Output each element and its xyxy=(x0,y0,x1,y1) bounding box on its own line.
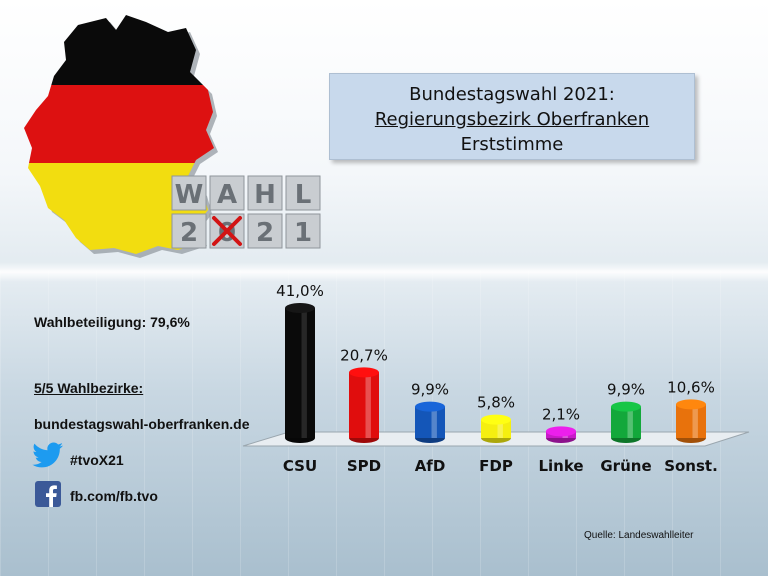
source-text: Quelle: Landeswahlleiter xyxy=(584,530,694,541)
logo-letter: L xyxy=(295,180,312,210)
twitter-icon[interactable] xyxy=(32,442,64,470)
districts-text: 5/5 Wahlbezirke: xyxy=(34,380,144,396)
facebook-icon[interactable] xyxy=(35,481,61,507)
title-line-1: Bundestagswahl 2021: xyxy=(409,84,615,105)
website-link[interactable]: bundestagswahl-oberfranken.de xyxy=(34,416,250,432)
title-box: Bundestagswahl 2021: Regierungsbezirk Ob… xyxy=(329,73,695,160)
logo-digit: 2 xyxy=(180,218,198,248)
title-line-2: Regierungsbezirk Oberfranken xyxy=(374,109,650,130)
ballot-cross-icon xyxy=(212,216,242,246)
horizon-glow xyxy=(0,262,768,282)
logo-digit: 2 xyxy=(256,218,274,248)
logo-letter: A xyxy=(217,180,237,210)
title-line-3: Erststimme xyxy=(460,134,564,155)
facebook-link[interactable]: fb.com/fb.tvo xyxy=(70,488,158,504)
logo-letter: H xyxy=(254,180,276,210)
turnout-text: Wahlbeteiligung: 79,6% xyxy=(34,314,190,330)
twitter-handle[interactable]: #tvoX21 xyxy=(70,452,124,468)
logo-letter: W xyxy=(175,180,204,210)
wahl-2021-logo: W A H L 2 0 2 1 xyxy=(171,175,321,249)
logo-digit: 1 xyxy=(294,218,312,248)
